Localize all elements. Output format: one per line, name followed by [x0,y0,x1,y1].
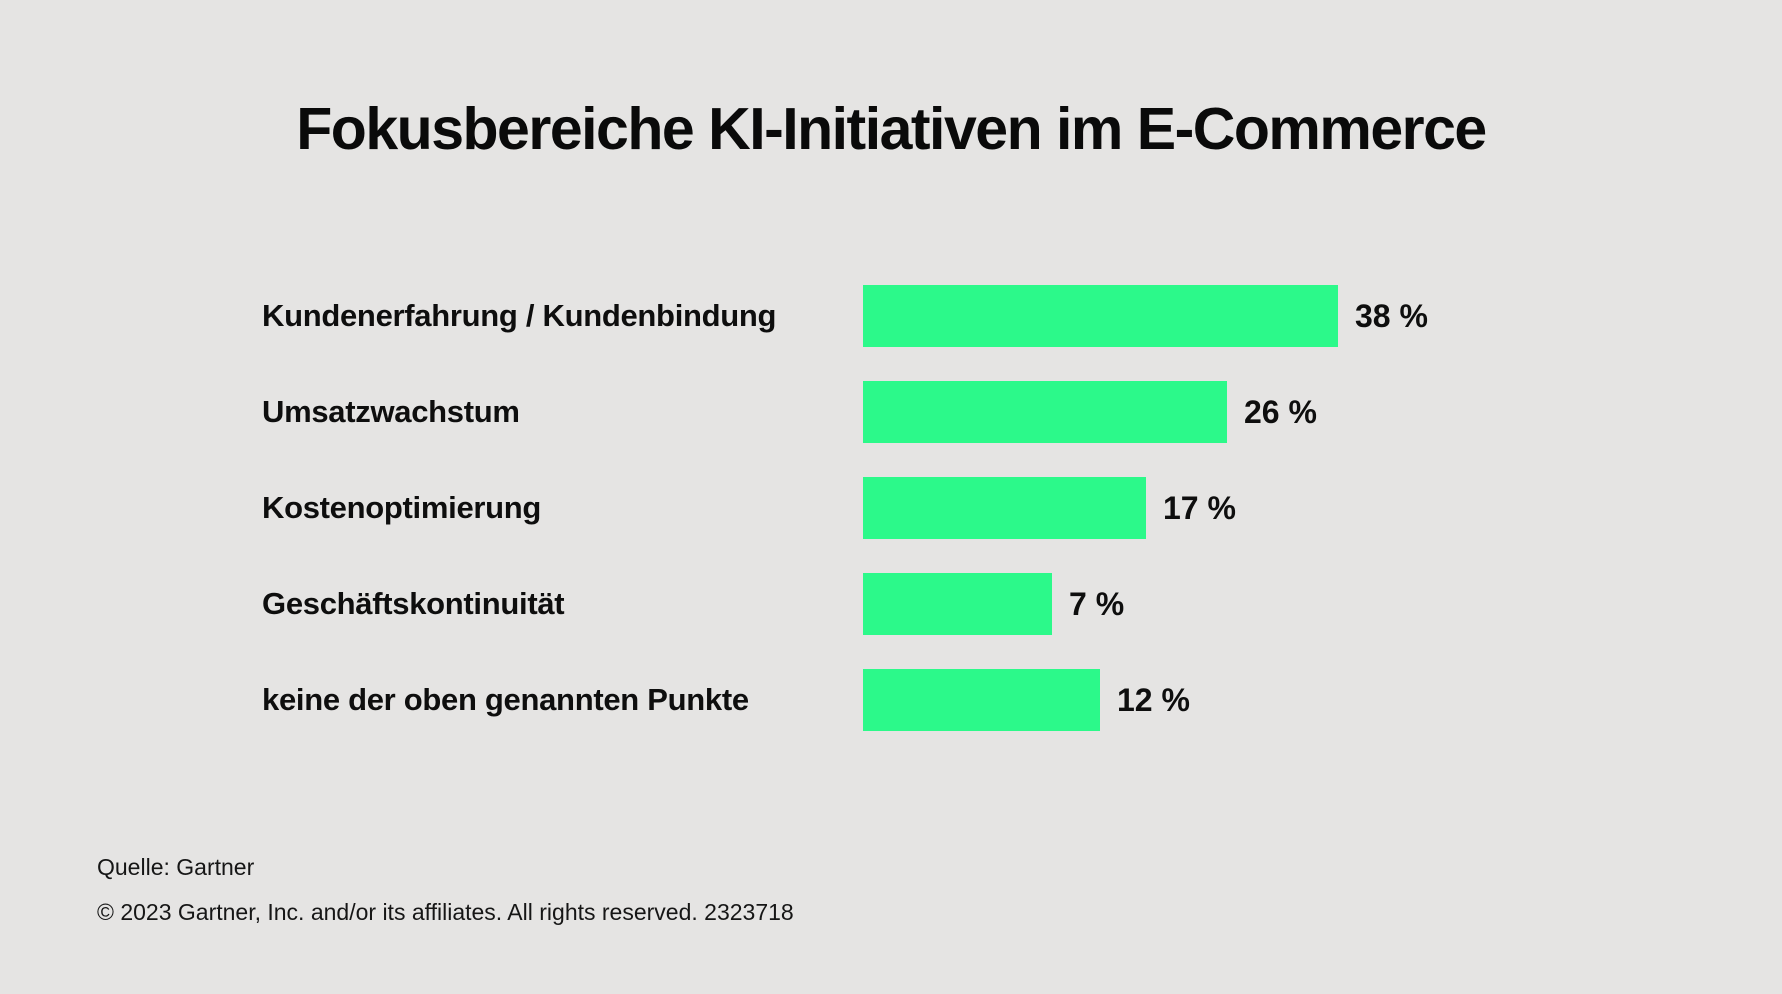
chart-row: Kundenerfahrung / Kundenbindung 38 % [262,285,1428,347]
value-label: 26 % [1244,393,1317,430]
chart-row: Kostenoptimierung 17 % [262,477,1428,539]
category-label: Kostenoptimierung [262,490,542,525]
bar-chart: Kundenerfahrung / Kundenbindung 38 % Ums… [262,285,1428,765]
value-label: 17 % [1163,489,1236,526]
value-label: 7 % [1069,585,1125,622]
bar [863,669,1100,731]
bar [863,573,1052,635]
bar [863,285,1338,347]
value-label: 12 % [1117,681,1190,718]
chart-row: keine der oben genannten Punkte 12 % [262,669,1428,731]
chart-title: Fokusbereiche KI-Initiativen im E-Commer… [296,96,1487,162]
chart-row: Geschäftskontinuität 7 % [262,573,1428,635]
bar [863,477,1146,539]
bar [863,381,1227,443]
category-label: keine der oben genannten Punkte [262,682,749,717]
category-label: Kundenerfahrung / Kundenbindung [262,298,777,333]
copyright-line: © 2023 Gartner, Inc. and/or its affiliat… [97,899,794,925]
category-label: Geschäftskontinuität [262,586,565,621]
source-line: Quelle: Gartner [97,854,255,880]
value-label: 38 % [1355,297,1428,334]
category-label: Umsatzwachstum [262,394,520,429]
chart-row: Umsatzwachstum 26 % [262,381,1428,443]
footer: Quelle: Gartner © 2023 Gartner, Inc. and… [97,856,794,924]
